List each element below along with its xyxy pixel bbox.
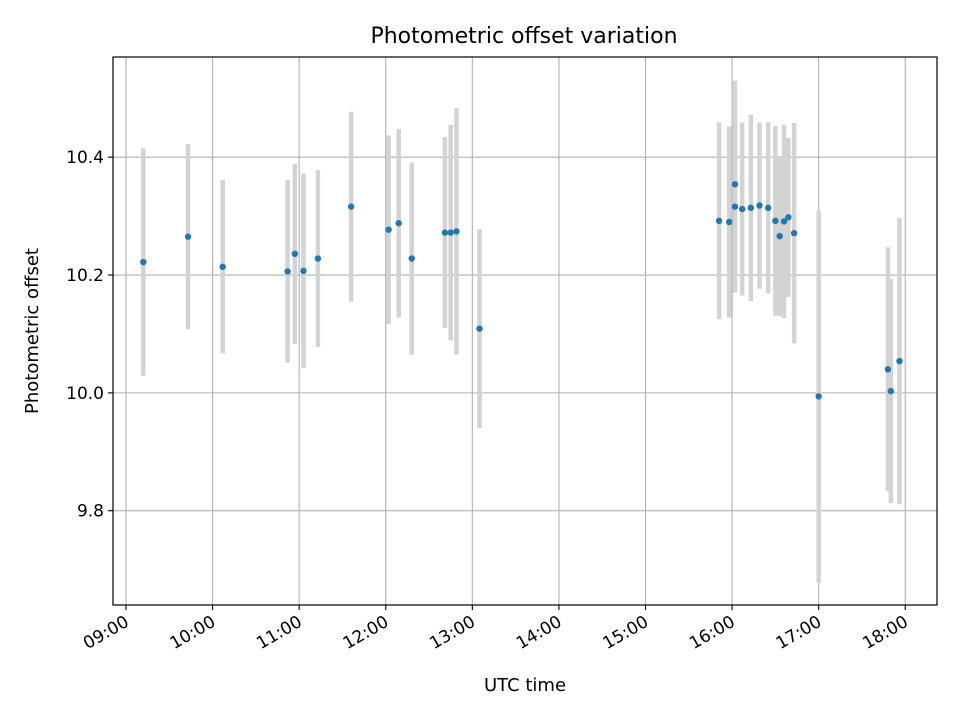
data-point <box>219 263 226 270</box>
data-point <box>764 204 772 212</box>
data-point <box>453 228 460 235</box>
data-point <box>291 250 299 258</box>
x-tick-label: 14:00 <box>513 612 565 654</box>
x-tick-label: 17:00 <box>773 612 825 654</box>
data-point <box>780 218 788 225</box>
data-point <box>772 217 779 225</box>
data-point <box>884 366 892 373</box>
data-point <box>715 217 723 225</box>
x-tick-label: 13:00 <box>426 612 478 654</box>
x-tick-label: 09:00 <box>80 612 132 654</box>
data-point <box>408 255 415 262</box>
data-point <box>347 203 355 210</box>
data-point <box>476 325 483 332</box>
data-point <box>184 233 192 240</box>
data-point <box>896 357 903 365</box>
data-point <box>314 255 322 262</box>
y-tick-label: 9.8 <box>77 502 104 522</box>
data-point <box>395 219 402 227</box>
x-axis-label: UTC time <box>484 675 566 696</box>
data-point <box>776 232 783 240</box>
data-point <box>790 229 798 237</box>
x-tick-label: 11:00 <box>253 612 305 654</box>
y-tick-label: 10.2 <box>66 266 104 286</box>
data-point <box>441 229 449 236</box>
x-tick-label: 10:00 <box>167 612 219 654</box>
data-point <box>887 387 895 395</box>
x-tick-label: 15:00 <box>600 612 652 654</box>
data-point <box>815 393 822 400</box>
grid-lines <box>113 57 937 605</box>
data-point <box>785 214 792 221</box>
data-point <box>447 229 454 236</box>
plot-frame <box>112 56 938 606</box>
y-axis-label: Photometric offset <box>22 248 43 414</box>
y-tick-label: 10.0 <box>66 384 104 404</box>
x-tick-label: 16:00 <box>686 612 738 654</box>
data-points <box>140 181 903 400</box>
data-point <box>284 268 291 275</box>
x-tick-label: 18:00 <box>859 612 911 654</box>
y-tick-label: 10.4 <box>66 148 104 168</box>
data-point <box>140 258 147 266</box>
data-point <box>300 267 307 275</box>
data-point <box>738 205 746 213</box>
data-point <box>731 203 739 210</box>
x-tick-label: 12:00 <box>340 612 392 654</box>
data-point <box>731 181 739 188</box>
data-point <box>756 202 763 209</box>
data-point <box>385 226 392 233</box>
data-point <box>725 218 733 226</box>
chart-title: Photometric offset variation <box>370 24 677 49</box>
error-bars <box>141 80 902 583</box>
data-point <box>747 204 755 212</box>
